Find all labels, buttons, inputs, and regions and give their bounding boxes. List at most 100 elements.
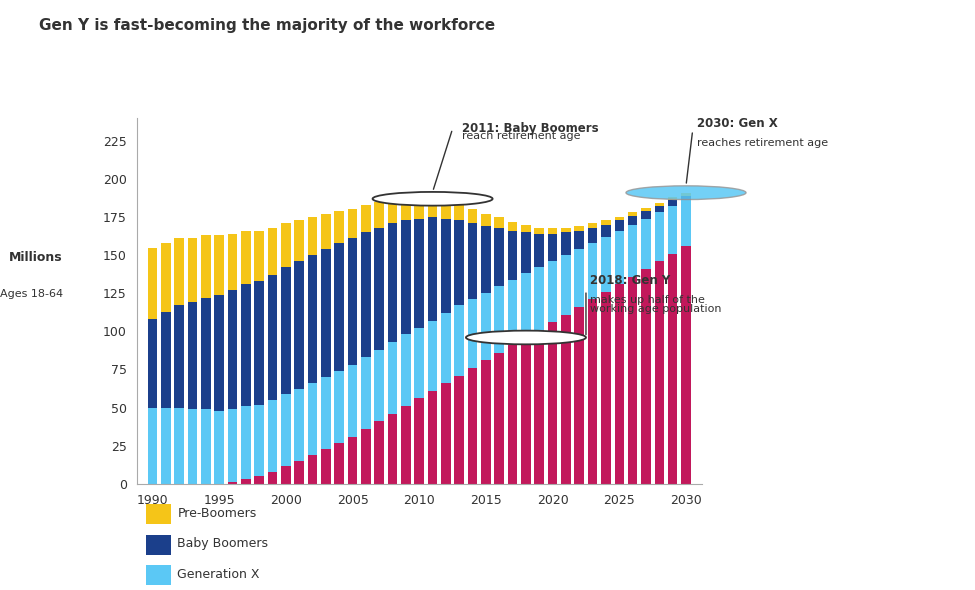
Bar	[534, 228, 544, 234]
Bar	[334, 442, 344, 484]
Bar	[228, 409, 237, 482]
Bar	[441, 313, 450, 384]
Bar	[161, 243, 171, 312]
Bar	[414, 328, 424, 398]
Bar	[548, 234, 558, 261]
Bar	[321, 214, 331, 249]
Bar	[241, 406, 251, 479]
Bar	[454, 220, 464, 306]
Bar	[401, 335, 410, 406]
Bar	[588, 299, 598, 484]
Bar	[401, 197, 410, 220]
Bar	[348, 209, 358, 238]
Bar	[574, 231, 584, 249]
Bar	[348, 437, 358, 484]
Bar	[454, 306, 464, 376]
Bar	[522, 232, 530, 274]
Bar	[321, 377, 331, 449]
Bar	[668, 206, 678, 254]
Bar	[574, 249, 584, 307]
Bar	[614, 284, 624, 484]
Bar	[414, 398, 424, 484]
Bar	[214, 235, 224, 295]
Bar	[161, 408, 171, 484]
Bar	[201, 409, 211, 484]
Bar	[414, 218, 424, 328]
Bar	[668, 197, 678, 201]
Bar	[188, 409, 197, 484]
Bar	[562, 314, 570, 484]
Bar	[254, 405, 264, 476]
Bar	[268, 228, 277, 275]
Bar	[334, 243, 344, 371]
Bar	[388, 414, 398, 484]
Bar	[642, 218, 650, 269]
Bar	[494, 228, 504, 286]
Bar	[388, 223, 398, 342]
Bar	[334, 371, 344, 442]
Text: Pre-Boomers: Pre-Boomers	[177, 507, 256, 520]
Bar	[628, 212, 638, 215]
Bar	[642, 269, 650, 484]
Bar	[268, 400, 277, 471]
Bar	[388, 342, 398, 414]
Bar	[441, 202, 450, 219]
Text: 2030: Gen X: 2030: Gen X	[697, 117, 777, 130]
Circle shape	[466, 330, 586, 345]
Text: Baby Boomers: Baby Boomers	[177, 537, 268, 550]
Text: reach retirement age: reach retirement age	[462, 132, 580, 141]
Bar	[522, 337, 530, 484]
Bar	[147, 319, 157, 408]
Bar	[668, 201, 678, 206]
Bar	[534, 330, 544, 484]
Bar	[628, 225, 638, 277]
Bar	[321, 449, 331, 484]
Bar	[508, 280, 518, 345]
Bar	[562, 232, 570, 255]
Bar	[602, 220, 610, 225]
Bar	[175, 238, 184, 306]
Bar	[428, 321, 438, 391]
Bar	[494, 217, 504, 228]
Bar	[562, 228, 570, 232]
Bar	[588, 223, 598, 228]
Bar	[468, 368, 478, 484]
Bar	[308, 217, 317, 255]
Bar	[281, 394, 291, 466]
Bar	[321, 249, 331, 377]
Bar	[614, 220, 624, 231]
Bar	[682, 246, 691, 484]
Bar	[348, 238, 358, 365]
Bar	[628, 215, 638, 225]
Bar	[361, 429, 370, 484]
Bar	[147, 408, 157, 484]
Bar	[562, 255, 570, 314]
Bar	[628, 277, 638, 484]
Bar	[481, 360, 490, 484]
Bar	[147, 248, 157, 319]
Circle shape	[372, 192, 492, 206]
Circle shape	[626, 186, 746, 199]
Bar	[494, 353, 504, 484]
Bar	[494, 286, 504, 353]
Bar	[308, 255, 317, 384]
Text: makes up half of the: makes up half of the	[590, 295, 705, 305]
Bar	[654, 204, 664, 206]
Bar	[414, 199, 424, 219]
Bar	[281, 223, 291, 267]
Bar	[548, 261, 558, 322]
Bar	[254, 476, 264, 484]
Bar	[428, 391, 438, 484]
Bar	[254, 281, 264, 405]
Bar	[361, 205, 370, 232]
Bar	[481, 226, 490, 293]
Bar	[481, 293, 490, 360]
Bar	[308, 384, 317, 455]
Bar	[281, 267, 291, 394]
Bar	[241, 231, 251, 284]
Bar	[534, 267, 544, 330]
Bar	[268, 471, 277, 484]
Bar	[361, 358, 370, 429]
Bar	[602, 292, 610, 484]
Bar	[522, 225, 530, 232]
